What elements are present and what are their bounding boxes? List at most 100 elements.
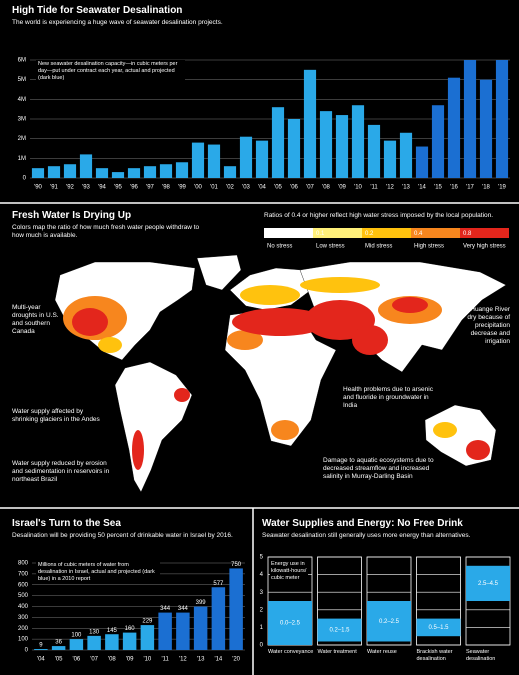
x-tick-label: Water treatment xyxy=(317,649,357,655)
bar xyxy=(319,111,333,178)
legend-label: Low stress xyxy=(316,244,345,250)
y-tick-label: 3 xyxy=(260,590,264,596)
annotation: Water supply reduced by erosion and sedi… xyxy=(12,460,110,483)
value-label: 0.0–2.5 xyxy=(280,621,301,627)
value-label: 229 xyxy=(142,619,153,625)
x-tick-label: '94 xyxy=(98,185,106,191)
bar xyxy=(140,625,155,650)
x-tick-label: '91 xyxy=(50,185,58,191)
y-tick-label: 100 xyxy=(18,637,29,643)
x-tick-label: '07 xyxy=(90,657,98,663)
range-bar xyxy=(466,565,510,601)
x-tick-label: '13 xyxy=(197,657,205,663)
bar xyxy=(87,635,101,650)
y-tick-label: 2M xyxy=(18,136,26,142)
value-label: 344 xyxy=(178,606,189,612)
x-tick-label: '97 xyxy=(146,185,154,191)
x-tick-label: '04 xyxy=(37,657,45,663)
x-tick-label: '12 xyxy=(386,185,394,191)
value-label: 145 xyxy=(107,628,118,634)
title: Water Supplies and Energy: No Free Drink xyxy=(262,518,463,529)
bar xyxy=(207,144,221,178)
value-label: 100 xyxy=(71,633,82,639)
bar xyxy=(143,166,157,178)
bar xyxy=(122,632,137,650)
bar xyxy=(176,612,190,650)
annotation: Water supply affected by shrinking glaci… xyxy=(12,408,100,423)
x-tick-label: '18 xyxy=(482,185,490,191)
y-tick-label: 5 xyxy=(260,555,264,561)
y-tick-label: 400 xyxy=(18,604,29,610)
title: Fresh Water Is Drying Up xyxy=(12,210,132,221)
bar xyxy=(34,649,48,650)
x-tick-label: Water conveyance xyxy=(268,649,314,655)
value-label: 750 xyxy=(231,562,242,568)
subtitle: Colors map the ratio of how much fresh w… xyxy=(12,224,200,239)
y-tick-label: 6M xyxy=(18,58,26,64)
y-tick-label: 600 xyxy=(18,582,29,588)
x-tick-label: '07 xyxy=(306,185,314,191)
y-tick-label: 700 xyxy=(18,571,29,577)
bar xyxy=(193,606,208,650)
legend-swatch xyxy=(362,228,411,238)
bar xyxy=(105,634,119,650)
value-label: 2.5–4.5 xyxy=(478,581,499,587)
y-tick-label: 5M xyxy=(18,77,26,83)
y-tick-label: 2 xyxy=(260,607,264,613)
bar xyxy=(95,168,109,178)
value-label: 36 xyxy=(55,640,62,646)
value-label: 130 xyxy=(89,629,100,635)
x-tick-label: '20 xyxy=(232,657,240,663)
x-tick-label: '09 xyxy=(126,657,134,663)
note: Energy use in kilowatt-hours/ cubic mete… xyxy=(270,560,308,583)
bar xyxy=(47,166,61,178)
bar xyxy=(303,69,317,178)
bar xyxy=(415,146,429,178)
bar xyxy=(431,105,445,178)
bar xyxy=(69,639,84,650)
legend-swatch xyxy=(264,228,313,238)
x-tick-label: '92 xyxy=(66,185,74,191)
x-tick-label: '90 xyxy=(34,185,42,191)
subtitle: The world is experiencing a huge wave of… xyxy=(12,19,223,26)
legend-label: Mid stress xyxy=(365,244,392,250)
x-tick-label: '03 xyxy=(242,185,250,191)
value-label: 0.2–1.5 xyxy=(329,628,350,634)
y-tick-label: 0 xyxy=(25,648,29,654)
x-tick-label: '93 xyxy=(82,185,90,191)
annotation: Health problems due to arsenic and fluor… xyxy=(343,386,433,409)
bar xyxy=(351,105,365,178)
value-label: 9 xyxy=(39,643,43,649)
x-tick-label: '05 xyxy=(55,657,63,663)
x-tick-label: '14 xyxy=(418,185,426,191)
legend-label: Very high stress xyxy=(463,244,506,250)
bar xyxy=(79,154,93,178)
bar xyxy=(463,60,477,178)
x-tick-label: '05 xyxy=(274,185,282,191)
y-tick-label: 4 xyxy=(260,572,264,578)
bar xyxy=(479,79,493,178)
annotation: Multi-year droughts in U.S. and southern… xyxy=(12,304,59,335)
x-tick-label: Seawater desalination xyxy=(466,649,496,662)
bar xyxy=(158,612,172,650)
annotation: Huange River dry because of precipitatio… xyxy=(467,306,510,345)
legend-title: Ratios of 0.4 or higher reflect high wat… xyxy=(264,212,494,219)
x-tick-label: '06 xyxy=(290,185,298,191)
bar xyxy=(159,164,173,178)
bar xyxy=(239,136,253,178)
legend-swatch xyxy=(313,228,362,238)
legend-label: High stress xyxy=(414,244,444,250)
y-tick-label: 1 xyxy=(260,625,264,631)
x-tick-label: '15 xyxy=(434,185,442,191)
value-label: 0.2–2.5 xyxy=(379,619,400,625)
bar xyxy=(31,168,45,178)
value-label: 577 xyxy=(213,581,224,587)
bar xyxy=(111,172,125,178)
y-tick-label: 0 xyxy=(260,643,264,649)
value-label: 160 xyxy=(125,626,136,632)
bar xyxy=(271,107,285,178)
range-bar xyxy=(268,601,312,645)
subtitle: Seawater desalination still generally us… xyxy=(262,532,471,539)
